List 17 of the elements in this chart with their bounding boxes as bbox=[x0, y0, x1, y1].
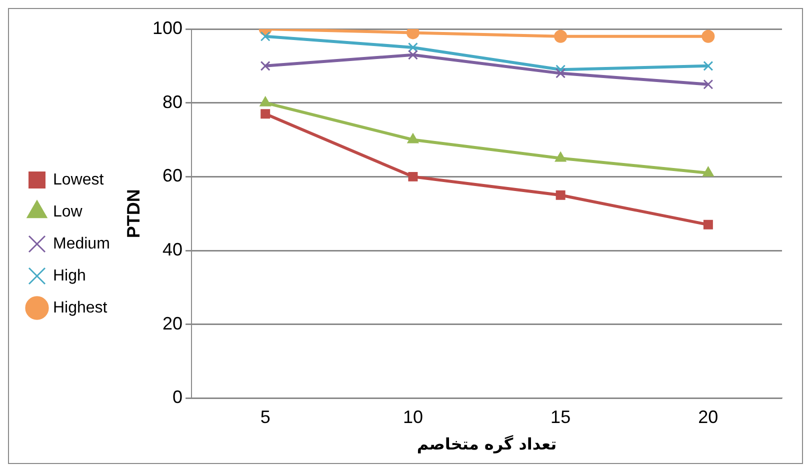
y-tick-label: 80 bbox=[162, 92, 183, 112]
y-axis-title: PTDN bbox=[124, 189, 144, 238]
legend-label: Low bbox=[53, 203, 83, 220]
x-tick-label: 20 bbox=[698, 406, 718, 427]
y-tick-label: 20 bbox=[162, 313, 183, 334]
y-tick-label: 100 bbox=[152, 18, 183, 38]
x-axis-title: تعداد گره متخاصم bbox=[416, 434, 557, 454]
x-tick-label: 15 bbox=[550, 406, 571, 427]
x-tick-label: 5 bbox=[260, 406, 270, 427]
legend-label: Highest bbox=[53, 299, 108, 316]
y-tick-label: 60 bbox=[162, 166, 183, 186]
x-tick-label: 10 bbox=[402, 406, 423, 427]
y-tick-label: 0 bbox=[172, 387, 183, 408]
y-tick-label: 40 bbox=[162, 239, 183, 260]
legend-label: Medium bbox=[53, 235, 110, 252]
legend-label: Lowest bbox=[53, 171, 104, 188]
legend-label: High bbox=[53, 267, 86, 284]
